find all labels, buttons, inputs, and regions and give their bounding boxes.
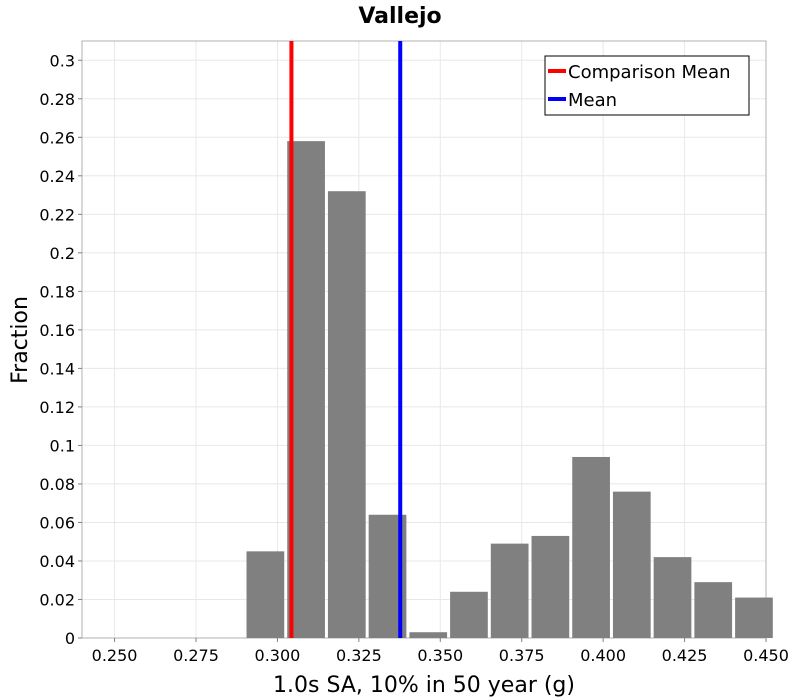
x-tick-label: 0.250 — [92, 646, 138, 665]
histogram-bar — [572, 456, 610, 638]
y-axis-ticks: 0 0.02 0.04 0.06 0.08 0.1 0.12 0.14 0.16 0.18 0.2 0… — [39, 51, 82, 648]
histogram-bar — [531, 535, 570, 638]
x-axis-ticks: 0.250 0.275 0.300 0.325 0.350 0.375 0.400 0.425… — [92, 638, 789, 665]
grid — [82, 41, 767, 639]
x-axis-label: 1.0s SA, 10% in 50 year (g) — [273, 673, 575, 698]
plot-area — [81, 40, 767, 639]
y-tick-label: 0.06 — [39, 513, 75, 532]
x-tick-label: 0.300 — [255, 646, 301, 665]
y-tick-label: 0 — [65, 629, 75, 648]
x-tick-label: 0.375 — [499, 646, 545, 665]
y-tick-label: 0.18 — [39, 282, 75, 301]
y-tick-label: 0.24 — [39, 167, 75, 186]
legend: Comparison Mean Mean — [544, 55, 750, 116]
histogram-bar — [287, 141, 325, 638]
y-tick-label: 0.1 — [50, 436, 75, 455]
x-tick-label: 0.450 — [743, 646, 789, 665]
y-axis-label: Fraction — [8, 296, 33, 384]
legend-box — [544, 55, 750, 116]
histogram-bar — [450, 591, 488, 638]
y-tick-label: 0.26 — [39, 128, 75, 147]
histogram-bar — [612, 491, 651, 638]
histogram-bar — [653, 557, 692, 638]
mean-lines — [289, 41, 403, 638]
legend-label-mean: Mean — [568, 90, 617, 111]
legend-label-comparison-mean: Comparison Mean — [568, 62, 731, 83]
y-tick-label: 0.14 — [39, 359, 75, 378]
y-tick-label: 0.08 — [39, 475, 75, 494]
histogram-bar — [327, 191, 366, 639]
chart-title: Vallejo — [358, 4, 441, 29]
histogram-bar — [246, 551, 285, 638]
y-tick-label: 0.3 — [50, 51, 75, 70]
y-tick-label: 0.28 — [39, 90, 75, 109]
histogram-bar — [409, 632, 448, 638]
x-tick-label: 0.350 — [417, 646, 463, 665]
histogram-bar — [735, 597, 773, 638]
x-tick-label: 0.325 — [336, 646, 382, 665]
histogram-bar — [490, 543, 529, 638]
y-tick-label: 0.22 — [39, 205, 75, 224]
histogram-bars — [246, 141, 773, 639]
y-tick-label: 0.16 — [39, 321, 75, 340]
y-tick-label: 0.2 — [50, 244, 75, 263]
histogram-bar — [694, 582, 733, 638]
x-tick-label: 0.400 — [580, 646, 626, 665]
x-tick-label: 0.275 — [173, 646, 219, 665]
y-tick-label: 0.12 — [39, 398, 75, 417]
y-tick-label: 0.02 — [39, 590, 75, 609]
y-tick-label: 0.04 — [39, 552, 75, 571]
x-tick-label: 0.425 — [662, 646, 708, 665]
